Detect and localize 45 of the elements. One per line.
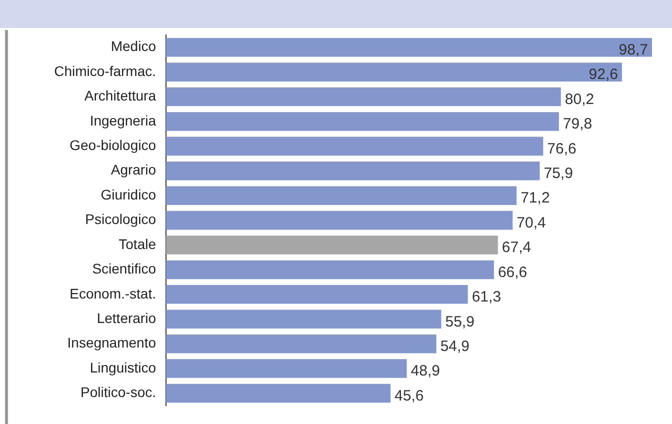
y-tick-label: Politico-soc.	[80, 384, 156, 400]
data-label: 66,6	[498, 264, 528, 281]
bar	[166, 260, 494, 280]
data-label: 55,9	[445, 313, 474, 330]
data-label: 98,7	[618, 41, 648, 58]
y-tick-label: Ingegneria	[90, 112, 156, 128]
bar	[166, 112, 559, 131]
y-tick-label: Letterario	[96, 310, 156, 326]
y-tick-label: Totale	[118, 236, 156, 252]
bar	[166, 285, 468, 304]
y-tick-label: Giuridico	[100, 186, 156, 202]
data-label: 92,6	[588, 66, 618, 84]
data-label: 75,9	[544, 165, 573, 182]
data-label: 54,9	[440, 338, 470, 355]
data-label: 80,2	[564, 90, 594, 108]
data-label: 61,3	[472, 288, 502, 306]
bar	[166, 87, 561, 106]
bar	[166, 136, 544, 156]
bar	[166, 186, 517, 205]
bar	[166, 359, 407, 378]
y-tick-label: Medico	[110, 38, 156, 54]
y-tick-label: Agrario	[110, 162, 156, 178]
bar	[166, 384, 391, 403]
data-label: 71,2	[520, 190, 550, 207]
bar	[166, 38, 652, 57]
y-tick-label: Insegnamento	[67, 334, 156, 351]
data-label: 76,6	[547, 140, 576, 158]
data-label: 67,4	[502, 239, 532, 256]
y-tick-label: Psicologico	[85, 211, 156, 228]
y-tick-label: Linguistico	[90, 359, 156, 376]
y-tick-label: Chimico-farmac.	[54, 62, 156, 79]
bar	[166, 334, 436, 354]
y-tick-label: Architettura	[84, 88, 156, 104]
y-tick-label: Scientifico	[92, 260, 156, 277]
y-tick-label: Econom.-stat.	[70, 285, 156, 302]
bar	[166, 236, 498, 254]
bar	[166, 162, 540, 180]
bar	[166, 210, 513, 230]
data-label: 45,6	[394, 387, 424, 404]
y-tick-label: Geo-biologico	[70, 137, 156, 154]
data-label: 79,8	[562, 116, 592, 133]
data-label: 48,9	[410, 362, 440, 380]
bar	[166, 62, 622, 82]
data-label: 70,4	[516, 214, 546, 232]
bar	[166, 310, 442, 329]
